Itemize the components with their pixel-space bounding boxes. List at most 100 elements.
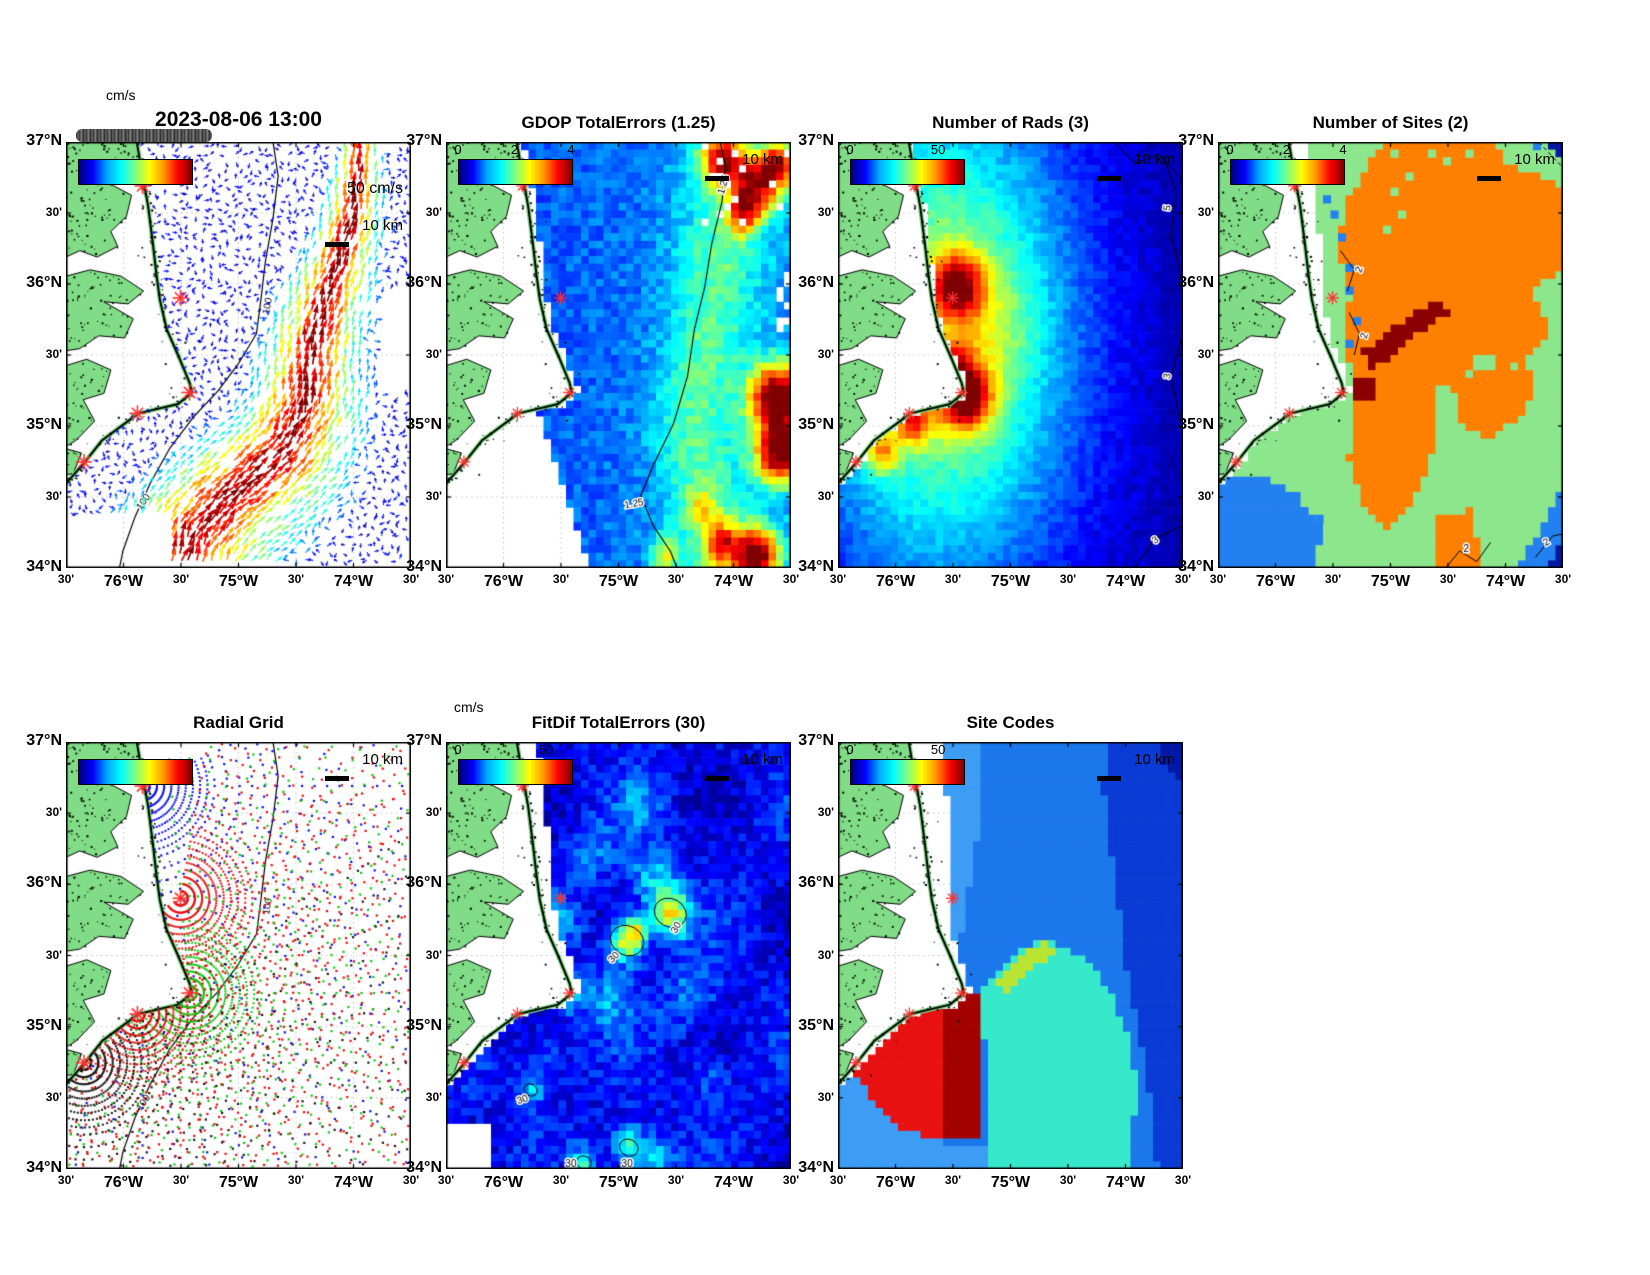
x-axis-tick: 30' [287,1173,305,1187]
y-axis-tick: 30' [425,489,442,503]
y-axis-tick: 36°N [798,274,834,291]
y-axis-tick: 37°N [798,132,834,149]
scale-bar-label: 10 km [362,751,403,768]
x-axis-tick: 30' [1324,572,1342,586]
x-axis-tick: 74°W [1105,573,1146,590]
x-axis-tick: 75°W [598,573,639,590]
y-axis-tick: 35°N [406,1016,442,1034]
y-axis-tick: 30' [425,347,442,361]
y-axis-tick: 30' [817,805,834,820]
x-axis-tick: 74°W [333,573,374,590]
map-canvas-radialgrid [66,742,411,1169]
colorbar-tick: 0 [454,742,462,757]
y-axis-tick: 36°N [1178,274,1214,291]
y-axis-tick: 30' [1197,489,1214,503]
y-axis-tick: 34°N [1178,558,1214,575]
x-axis-tick: 75°W [598,1174,639,1191]
x-axis-tick: 30' [782,572,800,586]
scale-bar-label: 10 km [742,151,783,168]
scale-bar [1097,776,1121,781]
x-axis-tick: 74°W [1485,573,1526,590]
y-axis-tick: 36°N [406,274,442,291]
x-axis-tick: 30' [172,1173,190,1187]
map-canvas-nsites [1218,142,1563,568]
y-axis-tick: 30' [817,347,834,361]
scale-bar [325,242,349,247]
y-axis-tick: 37°N [1178,132,1214,149]
colorbar [1230,159,1345,185]
x-axis-tick: 75°W [990,573,1031,590]
x-axis-tick: 74°W [713,573,754,590]
y-axis-tick: 35°N [26,416,62,433]
y-axis-tick: 30' [1197,205,1214,219]
y-axis-tick: 35°N [26,1016,62,1034]
y-axis-tick: 30' [1197,347,1214,361]
scale-bar [705,176,729,181]
x-axis-tick: 30' [1554,572,1572,586]
scale-bar-label: 10 km [362,217,403,234]
y-axis-tick: 30' [45,805,62,820]
y-axis-tick: 34°N [406,558,442,575]
panel-rads: Number of Rads (3) 0 50 10 km 37°N 30' 36°N 30'… [774,84,1251,622]
colorbar-tick: 2 [1282,142,1291,157]
x-axis-tick: 30' [667,1173,685,1187]
x-axis-tick: 30' [172,572,190,586]
scale-bar-label: 10 km [1514,151,1555,168]
scale-bar [1477,176,1501,181]
y-axis-tick: 34°N [798,558,834,575]
y-axis-tick: 30' [817,947,834,962]
x-axis-tick: 75°W [1370,573,1411,590]
panel-fitdif: FitDif TotalErrors (30) cm/s 0 50 10 km 37°N 3… [382,684,859,1223]
panel-title: Site Codes [966,713,1055,732]
x-axis-tick: 30' [1174,1173,1192,1187]
x-axis-tick: 76°W [483,573,524,590]
x-axis-tick: 30' [829,1173,847,1187]
map-canvas-rads [838,142,1183,568]
x-axis-tick: 76°W [875,1174,916,1191]
colorbar-tick: 0 [454,142,462,157]
scale-bar-label: 10 km [1134,751,1175,768]
panel-gdop: GDOP TotalErrors (1.25) 0 2 4 10 km 37°N 30' 36… [382,84,859,622]
x-axis-tick: 30' [1439,572,1457,586]
x-axis-tick: 30' [829,572,847,586]
x-axis-tick: 30' [57,572,75,586]
y-axis-tick: 30' [817,205,834,219]
x-axis-tick: 30' [1059,1173,1077,1187]
colorbar-tick: 4 [1339,142,1347,157]
colorbar-tick: 4 [567,142,575,157]
x-axis-tick: 75°W [990,1174,1031,1191]
colorbar [850,159,965,185]
colorbar-unit-label: cm/s [454,699,484,715]
map-canvas-currents [66,142,411,568]
x-axis-tick: 76°W [103,1174,144,1191]
x-axis-tick: 76°W [875,573,916,590]
colorbar [458,759,573,785]
y-axis-tick: 37°N [26,132,62,149]
y-axis-tick: 35°N [1178,416,1214,433]
map-canvas-fitdif [446,742,791,1169]
y-axis-tick: 30' [45,347,62,361]
y-axis-tick: 30' [425,805,442,820]
panel-radialgrid: Radial Grid 10 km 37°N 30' 36°N 30' 35°N 30' 34°… [2,684,479,1223]
y-axis-tick: 30' [817,1089,834,1104]
colorbar-unit-label: cm/s [106,87,136,103]
panel-title: GDOP TotalErrors (1.25) [521,113,716,132]
x-axis-tick: 30' [1059,572,1077,586]
scale-bar [705,776,729,781]
y-axis-tick: 34°N [798,1159,834,1176]
map-canvas-gdop [446,142,791,568]
colorbar [458,159,573,185]
scale-bar-label: 10 km [1134,151,1175,168]
panel-title: Radial Grid [193,713,284,732]
x-axis-tick: 74°W [713,1174,754,1191]
colorbar-tick: 0 [846,742,854,757]
colorbar-tick: 50 [538,742,554,757]
panel-title: 2023-08-06 13:00 [155,108,322,131]
colorbar-tick: 50 [930,142,946,157]
colorbar-tick: 50 [930,742,946,757]
x-axis-tick: 76°W [483,1174,524,1191]
x-axis-tick: 30' [944,572,962,586]
x-axis-tick: 30' [287,572,305,586]
y-axis-tick: 36°N [26,874,62,892]
